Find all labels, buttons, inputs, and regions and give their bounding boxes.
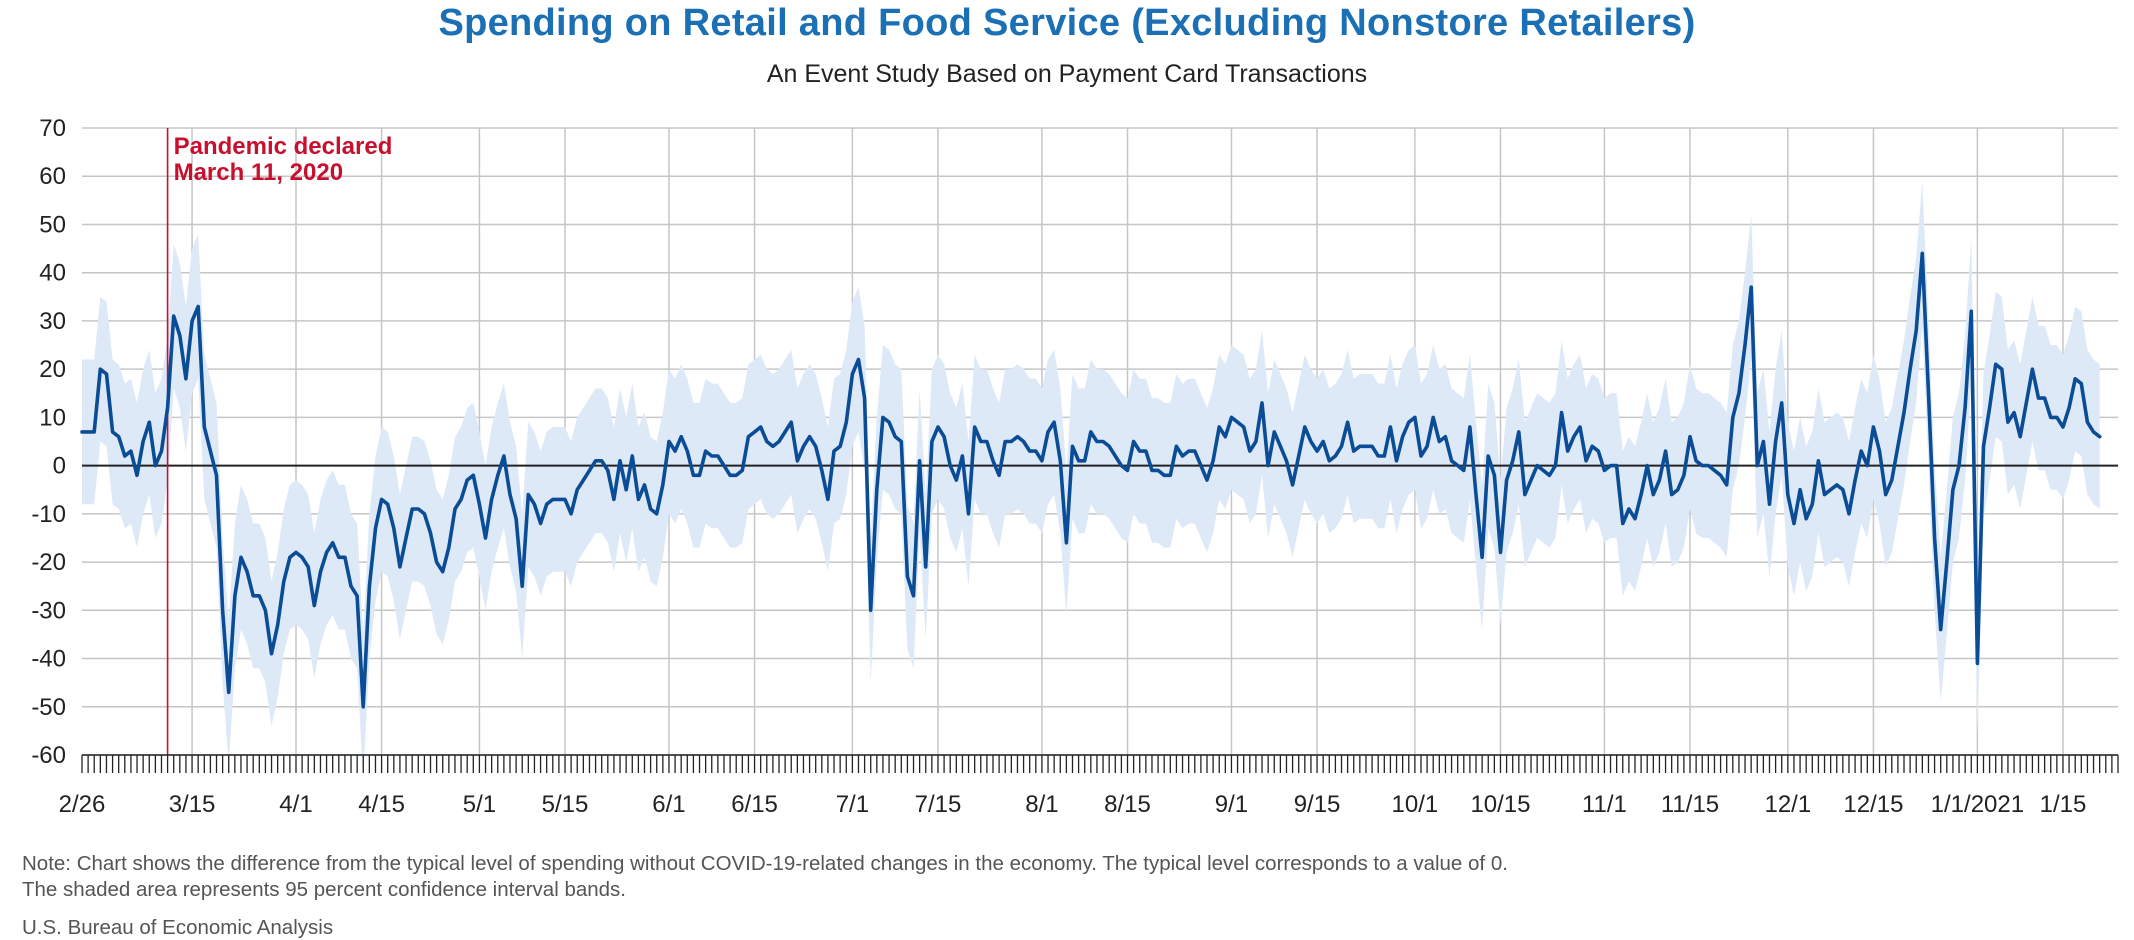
y-tick-label: -30 [31, 597, 66, 624]
confidence-band [82, 181, 2100, 780]
x-tick-label: 7/1 [836, 791, 869, 818]
x-tick-label: 12/15 [1843, 791, 1903, 818]
x-tick-label: 11/1 [1582, 791, 1627, 818]
x-tick-label: 1/15 [2040, 791, 2087, 818]
x-tick-label: 10/15 [1470, 791, 1530, 818]
chart-note-line2: The shaded area represents 95 percent co… [22, 878, 626, 901]
x-tick-label: 10/1 [1392, 791, 1439, 818]
y-tick-label: 20 [39, 356, 66, 383]
x-tick-label: 3/15 [169, 791, 216, 818]
confidence-band-area [82, 181, 2100, 780]
y-tick-label: -10 [31, 501, 66, 528]
y-tick-label: 70 [39, 115, 66, 142]
source-credit: U.S. Bureau of Economic Analysis [22, 916, 334, 939]
y-tick-label: 50 [39, 211, 66, 238]
spending-series [80, 251, 2102, 709]
x-tick-label: 5/15 [542, 791, 589, 818]
annotation-line2: March 11, 2020 [174, 159, 343, 186]
x-tick-label: 1/1/2021 [1931, 791, 2024, 818]
annotation-line1: Pandemic declared [174, 133, 393, 160]
x-tick-label: 8/15 [1104, 791, 1151, 818]
chart-title: Spending on Retail and Food Service (Exc… [438, 2, 1696, 44]
x-tick-label: 5/1 [463, 791, 496, 818]
x-tick-label: 8/1 [1025, 791, 1058, 818]
y-tick-label: -60 [31, 742, 66, 769]
x-tick-label: 7/15 [915, 791, 962, 818]
y-tick-label: 30 [39, 308, 66, 335]
y-tick-label: 40 [39, 260, 66, 287]
x-tick-label: 6/1 [652, 791, 685, 818]
x-tick-label: 6/15 [731, 791, 778, 818]
x-tick-label: 4/15 [358, 791, 405, 818]
chart-note-line1: Note: Chart shows the difference from th… [22, 852, 1508, 875]
y-tick-label: 0 [53, 453, 66, 480]
chart-subtitle: An Event Study Based on Payment Card Tra… [766, 60, 1368, 88]
y-tick-label: -40 [31, 646, 66, 673]
y-tick-label: -20 [31, 549, 66, 576]
x-tick-label: 11/15 [1661, 791, 1719, 818]
y-tick-label: -50 [31, 694, 66, 721]
y-axis: 70 60 50 40 30 20 10 0 -10 -20 -30 -40 -50 -60 [31, 115, 66, 769]
x-tick-label: 4/1 [279, 791, 312, 818]
x-tick-label: 12/1 [1764, 791, 1811, 818]
x-tick-label: 9/1 [1215, 791, 1248, 818]
spending-line [80, 251, 2102, 709]
x-tick-label: 9/15 [1294, 791, 1341, 818]
y-tick-label: 10 [39, 404, 66, 431]
x-tick-label: 2/26 [59, 791, 106, 818]
x-axis: 2/26 3/15 4/1 4/15 5/1 5/15 6/1 6/15 7/1 7/15 8/1 8… [59, 754, 2119, 818]
y-tick-label: 60 [39, 163, 66, 190]
